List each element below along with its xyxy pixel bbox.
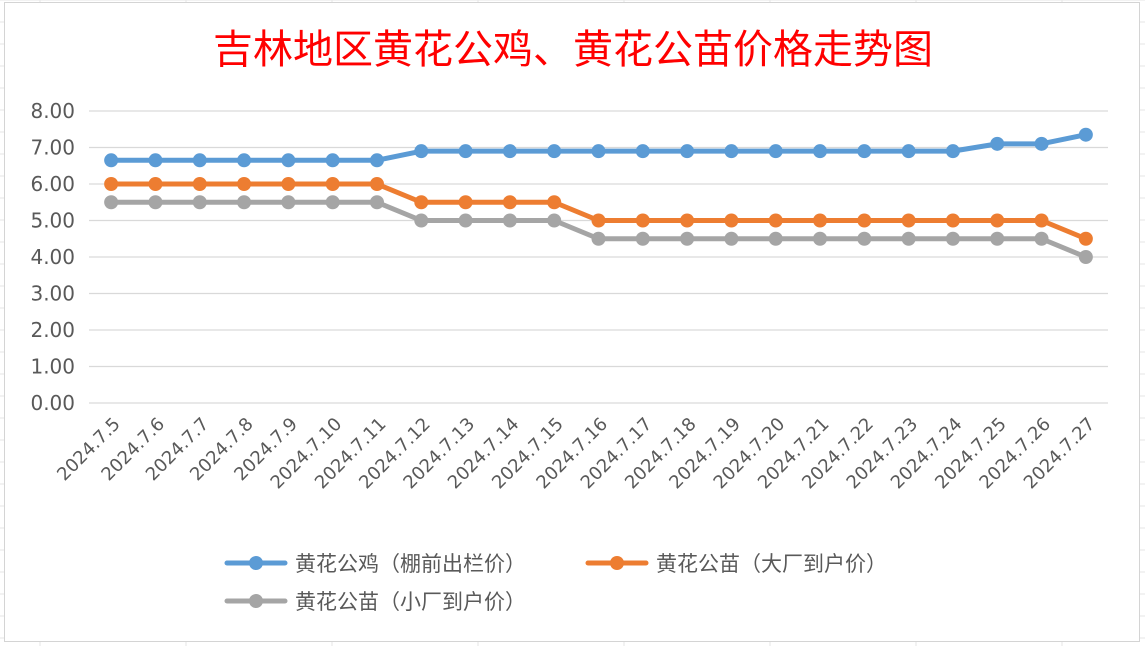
data-point[interactable] <box>591 144 606 159</box>
data-point[interactable] <box>857 144 872 159</box>
series-2 <box>104 177 1093 246</box>
chart-area[interactable]: 吉林地区黄花公鸡、黄花公苗价格走势图 8.00 7.00 6.00 5.00 4.00 3… <box>4 2 1140 642</box>
data-point[interactable] <box>857 231 872 246</box>
data-point[interactable] <box>369 195 384 210</box>
data-point[interactable] <box>813 213 828 228</box>
data-point[interactable] <box>502 144 517 159</box>
series-line <box>108 181 1089 242</box>
data-point[interactable] <box>990 213 1005 228</box>
data-point[interactable] <box>591 213 606 228</box>
legend-item[interactable]: 黄花公鸡（棚前出栏价） <box>224 552 526 576</box>
data-point[interactable] <box>325 153 340 168</box>
y-tick-label: 3.00 <box>30 282 75 306</box>
data-point[interactable] <box>901 231 916 246</box>
y-tick-label: 8.00 <box>30 99 75 123</box>
data-point[interactable] <box>237 153 252 168</box>
data-point[interactable] <box>635 144 650 159</box>
legend-marker <box>249 594 263 608</box>
data-point[interactable] <box>369 153 384 168</box>
y-tick-label: 4.00 <box>30 245 75 269</box>
data-point[interactable] <box>414 144 429 159</box>
series-group <box>104 127 1093 264</box>
data-point[interactable] <box>724 231 739 246</box>
y-tick-label: 1.00 <box>30 355 75 379</box>
data-point[interactable] <box>104 195 119 210</box>
y-tick-label: 2.00 <box>30 318 75 342</box>
legend-label: 黄花公苗（小厂到户价） <box>295 590 526 614</box>
data-point[interactable] <box>1078 250 1093 264</box>
data-point[interactable] <box>990 136 1005 151</box>
chart-svg: 吉林地区黄花公鸡、黄花公苗价格走势图 8.00 7.00 6.00 5.00 4.00 3… <box>30 27 1108 614</box>
x-axis-tick-labels: 2024.7.52024.7.62024.7.72024.7.82024.7.9… <box>53 414 1099 494</box>
series-1 <box>104 127 1093 168</box>
data-point[interactable] <box>768 213 783 228</box>
data-point[interactable] <box>813 144 828 159</box>
data-point[interactable] <box>458 213 473 228</box>
legend-item[interactable]: 黄花公苗（小厂到户价） <box>224 590 526 614</box>
y-tick-label: 0.00 <box>30 391 75 415</box>
data-point[interactable] <box>680 144 695 159</box>
data-point[interactable] <box>458 195 473 210</box>
data-point[interactable] <box>901 213 916 228</box>
data-point[interactable] <box>1034 231 1049 246</box>
y-tick-label: 7.00 <box>30 136 75 160</box>
data-point[interactable] <box>1034 136 1049 151</box>
data-point[interactable] <box>104 177 119 191</box>
data-point[interactable] <box>813 231 828 246</box>
data-point[interactable] <box>458 144 473 159</box>
chart-title: 吉林地区黄花公鸡、黄花公苗价格走势图 <box>213 27 933 73</box>
data-point[interactable] <box>768 144 783 159</box>
data-point[interactable] <box>281 153 296 168</box>
data-point[interactable] <box>237 195 252 210</box>
data-point[interactable] <box>281 195 296 210</box>
data-point[interactable] <box>192 195 207 210</box>
data-point[interactable] <box>635 231 650 246</box>
data-point[interactable] <box>901 144 916 159</box>
y-tick-label: 6.00 <box>30 172 75 196</box>
data-point[interactable] <box>547 213 562 228</box>
data-point[interactable] <box>104 153 119 168</box>
data-point[interactable] <box>1078 127 1093 142</box>
legend[interactable]: 黄花公鸡（棚前出栏价） 黄花公苗（大厂到户价） 黄花公苗（小厂到户价） <box>224 552 887 614</box>
data-point[interactable] <box>1034 213 1049 228</box>
data-point[interactable] <box>635 213 650 228</box>
y-tick-label: 5.00 <box>30 209 75 233</box>
data-point[interactable] <box>192 177 207 191</box>
y-axis-tick-labels: 8.00 7.00 6.00 5.00 4.00 3.00 2.00 1.00 0.00 <box>30 99 75 415</box>
data-point[interactable] <box>237 177 252 191</box>
data-point[interactable] <box>945 231 960 246</box>
data-point[interactable] <box>325 195 340 210</box>
data-point[interactable] <box>680 213 695 228</box>
data-point[interactable] <box>547 195 562 210</box>
data-point[interactable] <box>680 231 695 246</box>
data-point[interactable] <box>148 195 163 210</box>
data-point[interactable] <box>369 177 384 191</box>
series-3 <box>104 195 1093 264</box>
data-point[interactable] <box>768 231 783 246</box>
data-point[interactable] <box>281 177 296 191</box>
data-point[interactable] <box>1078 231 1093 246</box>
data-point[interactable] <box>990 231 1005 246</box>
data-point[interactable] <box>325 177 340 191</box>
legend-marker <box>610 556 624 570</box>
data-point[interactable] <box>724 213 739 228</box>
legend-label: 黄花公苗（大厂到户价） <box>656 552 887 576</box>
legend-label: 黄花公鸡（棚前出栏价） <box>295 552 526 576</box>
legend-marker <box>249 556 263 570</box>
data-point[interactable] <box>502 195 517 210</box>
data-point[interactable] <box>591 231 606 246</box>
data-point[interactable] <box>945 144 960 159</box>
legend-item[interactable]: 黄花公苗（大厂到户价） <box>585 552 887 576</box>
data-point[interactable] <box>502 213 517 228</box>
data-point[interactable] <box>414 195 429 210</box>
data-point[interactable] <box>192 153 207 168</box>
data-point[interactable] <box>547 144 562 159</box>
data-point[interactable] <box>414 213 429 228</box>
data-point[interactable] <box>945 213 960 228</box>
data-point[interactable] <box>857 213 872 228</box>
data-point[interactable] <box>148 177 163 191</box>
data-point[interactable] <box>148 153 163 168</box>
data-point[interactable] <box>724 144 739 159</box>
series-line <box>108 199 1089 260</box>
